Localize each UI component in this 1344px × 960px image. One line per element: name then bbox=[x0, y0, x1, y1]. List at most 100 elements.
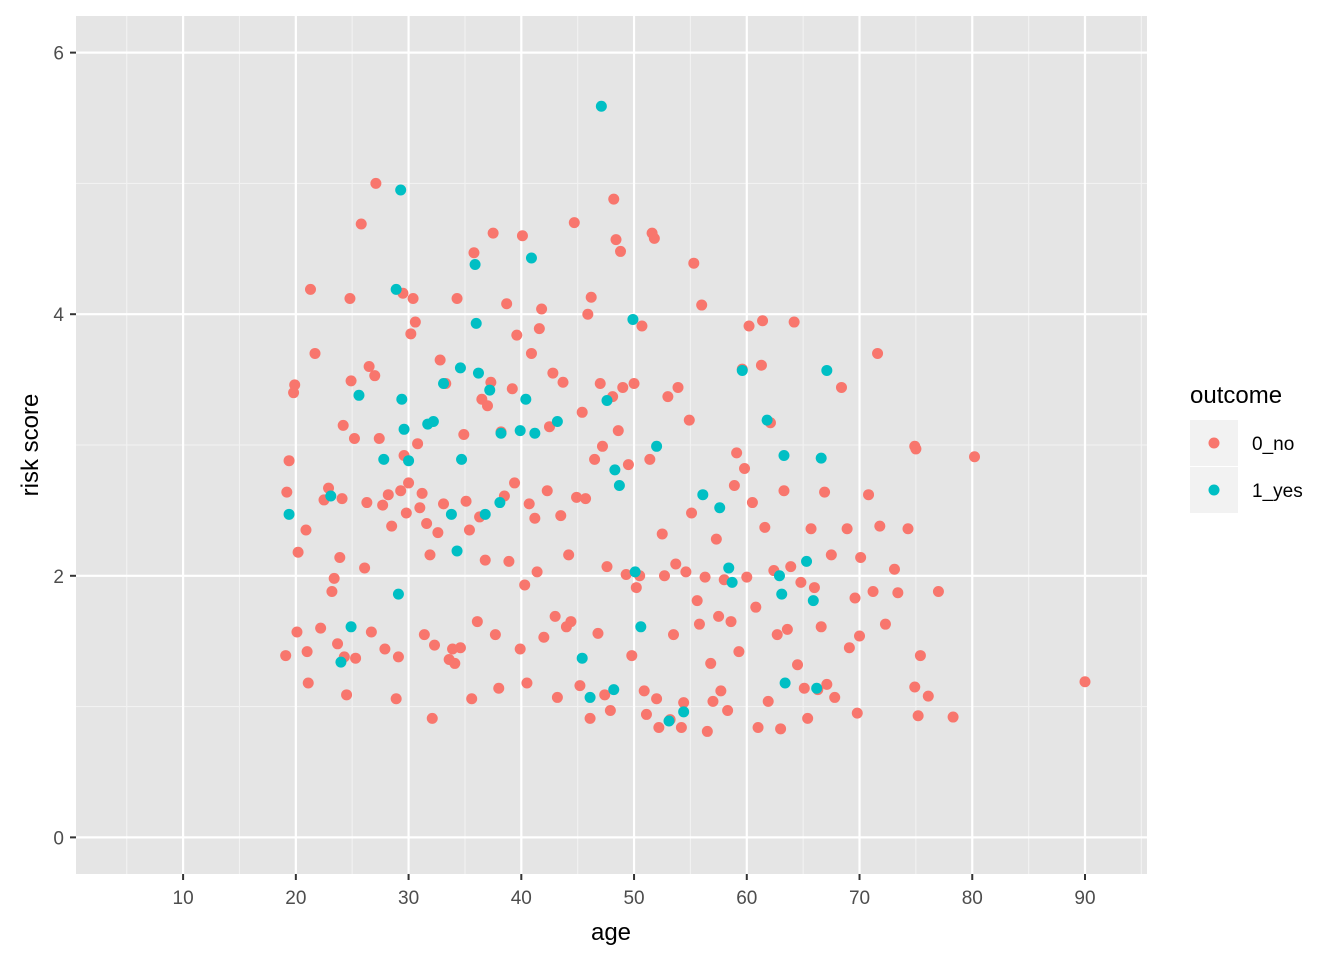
point-0_no bbox=[568, 217, 580, 229]
point-0_no bbox=[757, 315, 769, 327]
point-0_no bbox=[576, 406, 588, 418]
grid-major bbox=[76, 16, 1147, 874]
point-0_no bbox=[672, 381, 684, 393]
point-0_no bbox=[334, 551, 346, 563]
point-1_yes bbox=[398, 423, 410, 435]
point-1_yes bbox=[678, 706, 690, 718]
point-0_no bbox=[778, 485, 790, 497]
point-0_no bbox=[686, 507, 698, 519]
point-0_no bbox=[345, 375, 357, 387]
point-0_no bbox=[725, 616, 737, 628]
point-0_no bbox=[835, 381, 847, 393]
x-tick-label: 70 bbox=[849, 888, 870, 909]
point-1_yes bbox=[779, 677, 791, 689]
point-0_no bbox=[969, 451, 981, 463]
point-1_yes bbox=[629, 566, 641, 578]
point-0_no bbox=[691, 595, 703, 607]
point-0_no bbox=[301, 646, 313, 658]
point-1_yes bbox=[807, 595, 819, 607]
point-0_no bbox=[421, 517, 433, 529]
point-0_no bbox=[630, 582, 642, 594]
point-1_yes bbox=[470, 317, 482, 329]
point-1_yes bbox=[378, 453, 390, 465]
point-0_no bbox=[739, 463, 751, 475]
point-0_no bbox=[617, 381, 629, 393]
point-0_no bbox=[910, 443, 922, 455]
point-0_no bbox=[795, 576, 807, 588]
point-0_no bbox=[557, 376, 569, 388]
point-0_no bbox=[628, 378, 640, 390]
point-0_no bbox=[429, 639, 441, 651]
point-1_yes bbox=[723, 562, 735, 574]
point-0_no bbox=[932, 585, 944, 597]
point-0_no bbox=[509, 477, 521, 489]
point-1_yes bbox=[396, 393, 408, 405]
point-0_no bbox=[696, 299, 708, 311]
point-0_no bbox=[395, 485, 407, 497]
point-0_no bbox=[1079, 676, 1091, 688]
point-0_no bbox=[683, 414, 695, 426]
point-0_no bbox=[536, 303, 548, 315]
point-1_yes bbox=[776, 588, 788, 600]
point-0_no bbox=[762, 695, 774, 707]
point-0_no bbox=[281, 486, 293, 498]
point-0_no bbox=[785, 561, 797, 573]
point-1_yes bbox=[608, 684, 620, 696]
point-0_no bbox=[819, 486, 831, 498]
point-0_no bbox=[538, 631, 550, 643]
point-0_no bbox=[379, 643, 391, 655]
point-0_no bbox=[604, 705, 616, 717]
legend-label-1_yes: 1_yes bbox=[1252, 481, 1303, 502]
point-0_no bbox=[547, 367, 559, 379]
point-0_no bbox=[781, 623, 793, 635]
legend-key-1_yes bbox=[1208, 484, 1220, 496]
point-1_yes bbox=[390, 283, 402, 295]
point-1_yes bbox=[520, 393, 532, 405]
x-tick-label: 10 bbox=[173, 888, 194, 909]
point-0_no bbox=[741, 571, 753, 583]
point-1_yes bbox=[345, 621, 357, 633]
point-0_no bbox=[304, 283, 316, 295]
point-1_yes bbox=[438, 378, 450, 390]
point-1_yes bbox=[495, 427, 507, 439]
point-0_no bbox=[584, 712, 596, 724]
point-0_no bbox=[743, 320, 755, 332]
point-0_no bbox=[728, 480, 740, 492]
point-0_no bbox=[601, 561, 613, 573]
point-0_no bbox=[662, 391, 674, 403]
point-0_no bbox=[670, 558, 682, 570]
point-0_no bbox=[525, 347, 537, 359]
point-0_no bbox=[363, 361, 375, 373]
point-1_yes bbox=[514, 425, 526, 437]
point-0_no bbox=[555, 510, 567, 522]
x-tick-label: 90 bbox=[1074, 888, 1095, 909]
point-0_no bbox=[636, 320, 648, 332]
point-0_no bbox=[733, 646, 745, 658]
point-0_no bbox=[872, 347, 884, 359]
point-0_no bbox=[705, 657, 717, 669]
point-0_no bbox=[373, 432, 385, 444]
point-0_no bbox=[563, 549, 575, 561]
point-1_yes bbox=[726, 576, 738, 588]
point-1_yes bbox=[663, 715, 675, 727]
point-0_no bbox=[775, 723, 787, 735]
point-1_yes bbox=[697, 489, 709, 501]
point-1_yes bbox=[651, 440, 663, 452]
point-0_no bbox=[418, 629, 430, 641]
x-tick-label: 80 bbox=[962, 888, 983, 909]
point-0_no bbox=[541, 485, 553, 497]
point-0_no bbox=[608, 193, 620, 205]
point-0_no bbox=[369, 370, 381, 382]
point-1_yes bbox=[456, 453, 468, 465]
point-0_no bbox=[615, 245, 627, 257]
point-0_no bbox=[533, 323, 545, 335]
point-0_no bbox=[511, 329, 523, 341]
x-axis-title: age bbox=[591, 919, 631, 946]
point-0_no bbox=[309, 347, 321, 359]
point-0_no bbox=[626, 650, 638, 662]
point-0_no bbox=[523, 498, 535, 510]
legend-title: outcome bbox=[1190, 382, 1282, 409]
point-1_yes bbox=[335, 656, 347, 668]
point-0_no bbox=[302, 677, 314, 689]
